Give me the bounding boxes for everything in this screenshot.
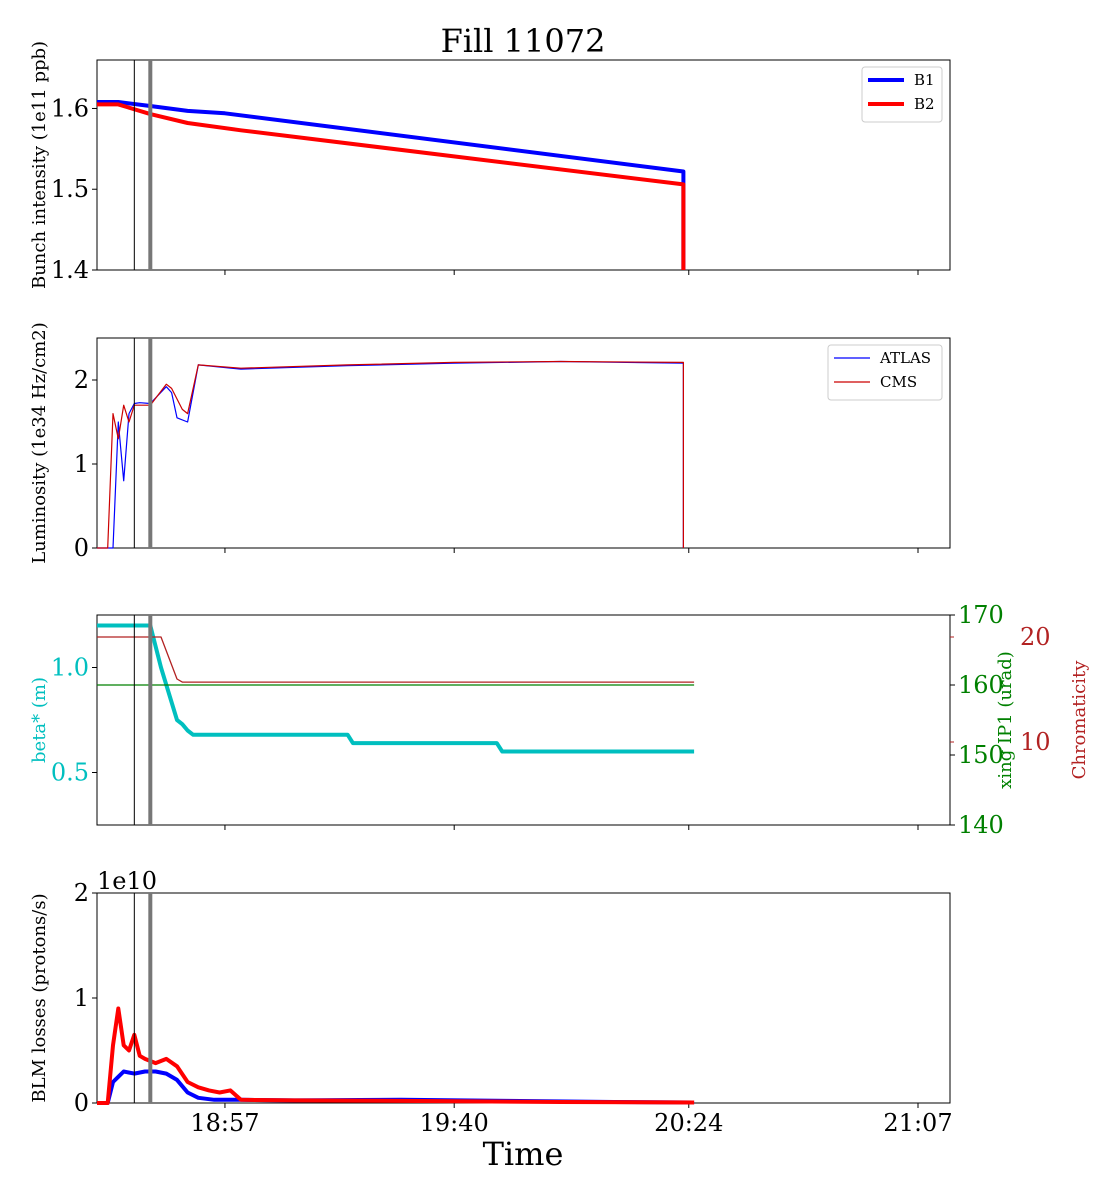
plot-frame (96, 614, 951, 826)
series-line-cms (97, 360, 685, 549)
panel-2: 0 1 2 Luminosity (1e34 Hz/cm2) ATLAS CMS (29, 322, 951, 564)
y2-tick-label: 170 (958, 601, 1004, 629)
y-tick-label: 1 (74, 450, 89, 478)
legend-label: CMS (880, 373, 917, 391)
y-tick-label: 1.0 (51, 654, 89, 682)
y-tick-label: 0 (74, 1089, 89, 1117)
x-tick-label: 20:24 (654, 1109, 723, 1137)
panel-4: 18:57 19:40 20:24 21:07 0 1 2 BLM losses (proto… (29, 867, 953, 1137)
y-offset-label: 1e10 (97, 867, 157, 895)
y3-tick-label: 20 (1020, 623, 1051, 651)
plot-frame (96, 337, 951, 549)
series-line-beta- (97, 623, 695, 754)
y-tick-label: 0 (74, 534, 89, 562)
series-line-atlas (97, 360, 685, 549)
y-axis-label: Luminosity (1e34 Hz/cm2) (29, 322, 50, 564)
y-tick-label: 2 (74, 366, 89, 394)
y2-tick-label: 160 (958, 671, 1004, 699)
series-line-b1 (97, 1069, 695, 1105)
series-line-b2 (97, 1006, 695, 1105)
y-axis-label: Bunch intensity (1e11 ppb) (29, 41, 50, 289)
plot-frame (96, 59, 951, 271)
y-tick-label: 0.5 (51, 759, 89, 787)
figure-title: Fill 11072 (441, 22, 606, 60)
series-line-b2 (97, 102, 686, 270)
legend-label: ATLAS (879, 349, 931, 367)
y-tick-label: 1.6 (51, 94, 89, 122)
y3-tick-label: 10 (1020, 728, 1051, 756)
legend-label: B2 (914, 95, 935, 113)
legend-box (827, 344, 943, 401)
y-tick-label: 1.5 (51, 175, 89, 203)
x-tick-label: 19:40 (420, 1109, 489, 1137)
series-line-b1 (97, 100, 686, 270)
y-tick-label: 2 (74, 879, 89, 907)
y-axis-label: beta* (m) (29, 677, 50, 763)
series-line-chromaticity (97, 636, 695, 683)
y2-tick-label: 140 (958, 811, 1004, 839)
y2-axis-label: xing IP1 (urad) (995, 651, 1016, 789)
x-axis-label: Time (483, 1135, 564, 1173)
plot-frame (96, 892, 951, 1104)
legend-label: B1 (914, 71, 935, 89)
y2-tick-label: 150 (958, 741, 1004, 769)
y3-axis-label: Chromaticity (1069, 660, 1090, 780)
y-axis-label: BLM losses (protons/s) (29, 893, 50, 1102)
x-tick-label: 18:57 (190, 1109, 259, 1137)
x-tick-label: 21:07 (883, 1109, 952, 1137)
y-tick-label: 1 (74, 984, 89, 1012)
y-tick-label: 1.4 (51, 256, 89, 284)
